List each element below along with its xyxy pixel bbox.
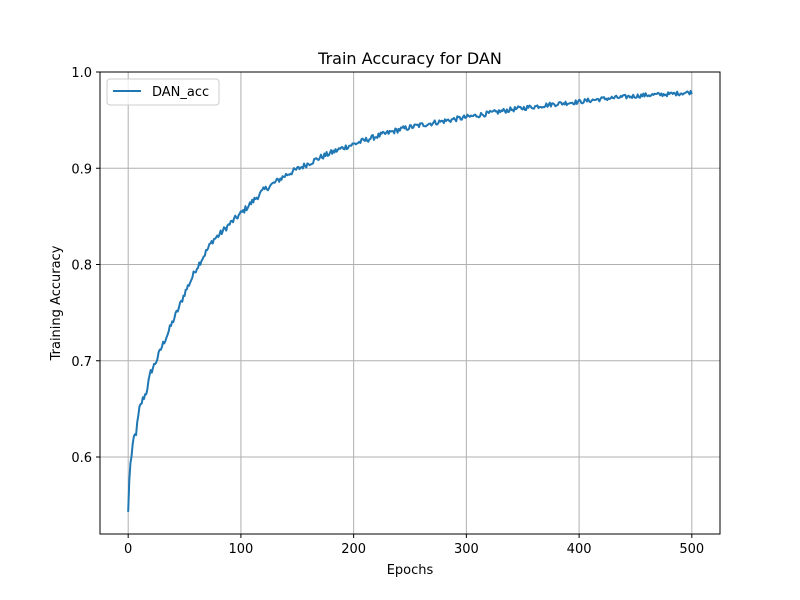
series-line-dan-acc (127, 89, 693, 512)
x-tick-label: 100 (228, 542, 253, 557)
x-tick-label: 200 (341, 542, 366, 557)
y-tick-label: 0.6 (71, 451, 92, 466)
y-axis-title: Training Accuracy (49, 245, 64, 361)
x-tick-label: 0 (124, 542, 132, 557)
y-tick-label: 0.9 (71, 162, 92, 177)
legend-box (106, 78, 220, 106)
axis-ticks: 0 100 200 300 400 500 0.6 0.7 0.8 0.9 1.0 (71, 66, 704, 557)
y-tick-label: 0.8 (71, 259, 92, 274)
legend: DAN_acc (106, 78, 220, 106)
plot-frame (99, 71, 721, 535)
series-layer (127, 89, 693, 512)
x-tick-label: 300 (454, 542, 479, 557)
y-tick-label: 0.7 (71, 355, 92, 370)
y-tick-label: 1.0 (71, 66, 92, 81)
x-axis-title: Epochs (387, 563, 434, 578)
x-tick-label: 500 (679, 542, 704, 557)
chart-title: Train Accuracy for DAN (317, 49, 502, 68)
x-tick-label: 400 (567, 542, 592, 557)
legend-label-dan-acc: DAN_acc (152, 85, 209, 100)
